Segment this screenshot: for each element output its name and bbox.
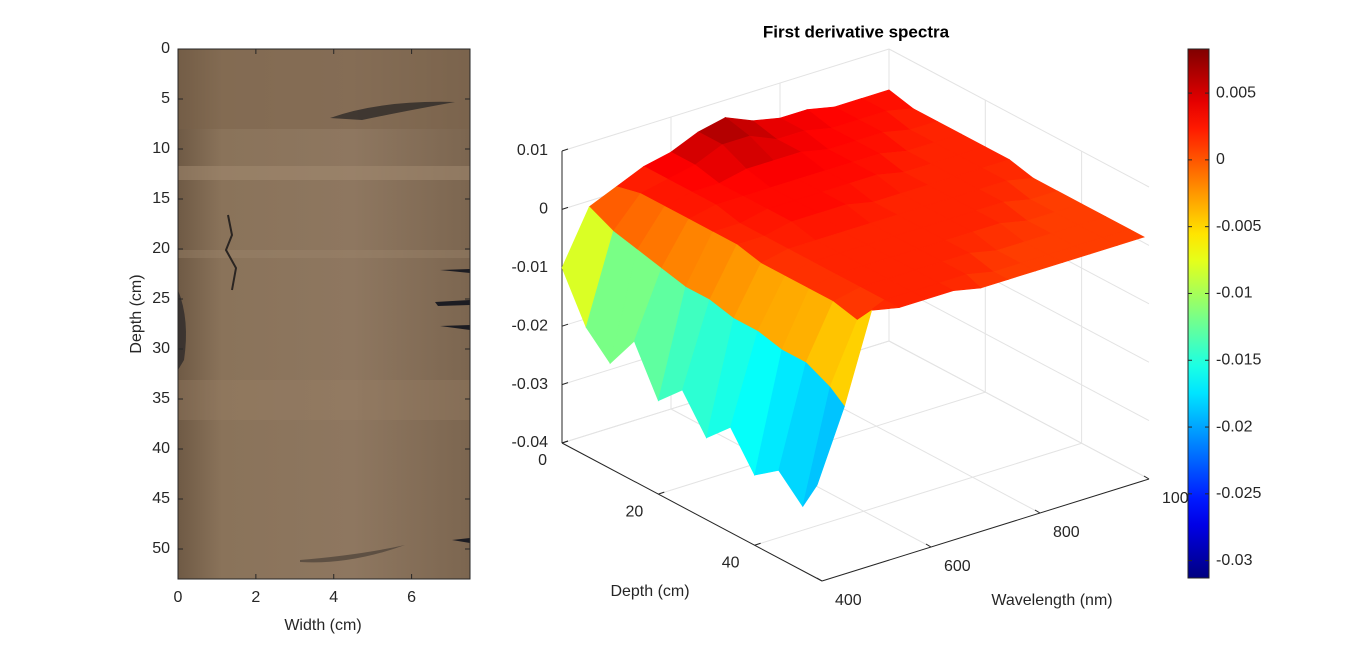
x-tick	[1034, 509, 1041, 514]
y-tick-label: 5	[161, 90, 170, 107]
colorbar	[1187, 48, 1210, 579]
z-tick-label: -0.04	[512, 434, 549, 451]
x-tick-label: 6	[407, 589, 416, 606]
x-axis-label: Wavelength (nm)	[991, 592, 1112, 609]
z-tick-label: -0.02	[512, 317, 549, 334]
y-axis-label: Depth (cm)	[128, 274, 145, 353]
z-tick-label: 0.01	[517, 142, 548, 159]
y-tick-label: 40	[722, 554, 740, 571]
x-tick-label: 400	[835, 592, 862, 609]
x-tick-label: 600	[944, 558, 971, 575]
x-tick	[925, 543, 932, 548]
y-tick	[658, 491, 665, 495]
y-tick-label: 35	[152, 390, 170, 407]
y-tick-label: 0	[538, 452, 547, 469]
x-axis	[821, 478, 1150, 582]
z-tick-label: -0.01	[512, 259, 549, 276]
grid-line	[561, 48, 890, 152]
y-tick-label: 20	[625, 503, 643, 520]
colorbar-tick-label: -0.025	[1216, 485, 1261, 502]
y-tick-label: 45	[152, 490, 170, 507]
x-axis-label: Width (cm)	[284, 617, 361, 634]
x-tick	[816, 577, 823, 582]
y-axis-label: Depth (cm)	[610, 583, 689, 600]
chart-title: First derivative spectra	[763, 22, 950, 41]
y-axis	[561, 442, 823, 582]
x-tick-label: 2	[251, 589, 260, 606]
colorbar-tick-label: -0.01	[1216, 285, 1253, 302]
x-tick-label: 4	[329, 589, 338, 606]
grid-line	[888, 48, 1150, 188]
colorbar-tick-label: -0.005	[1216, 218, 1261, 235]
y-tick	[754, 542, 761, 546]
y-tick-label: 25	[152, 290, 170, 307]
surface	[561, 89, 1145, 508]
grid-line	[754, 442, 1082, 546]
z-tick-label: 0	[539, 201, 548, 218]
z-tick	[561, 148, 569, 152]
y-tick-label: 40	[152, 440, 170, 457]
y-tick-label: 50	[152, 540, 170, 557]
y-tick-label: 20	[152, 240, 170, 257]
colorbar-tick-label: 0	[1216, 151, 1225, 168]
z-tick	[561, 206, 569, 210]
colorbar-tick-label: -0.015	[1216, 351, 1261, 368]
x-tick-label: 0	[174, 589, 183, 606]
grid-line	[888, 340, 1150, 480]
y-tick-label: 15	[152, 190, 170, 207]
y-tick-label: 0	[161, 40, 170, 57]
y-tick-label: 10	[152, 140, 170, 157]
y-tick-label: 30	[152, 340, 170, 357]
surface-patch	[802, 386, 845, 507]
x-tick	[1143, 475, 1150, 480]
colorbar-tick-label: -0.02	[1216, 418, 1253, 435]
axes-box	[177, 48, 471, 580]
colorbar-tick-label: 0.005	[1216, 84, 1256, 101]
z-tick	[561, 382, 569, 386]
colorbar-tick-label: -0.03	[1216, 552, 1253, 569]
z-tick	[561, 323, 569, 327]
grid-line	[888, 282, 1150, 422]
z-tick-label: -0.03	[512, 376, 549, 393]
y-tick	[561, 440, 569, 444]
core-photo	[178, 49, 470, 579]
x-tick-label: 800	[1053, 524, 1080, 541]
